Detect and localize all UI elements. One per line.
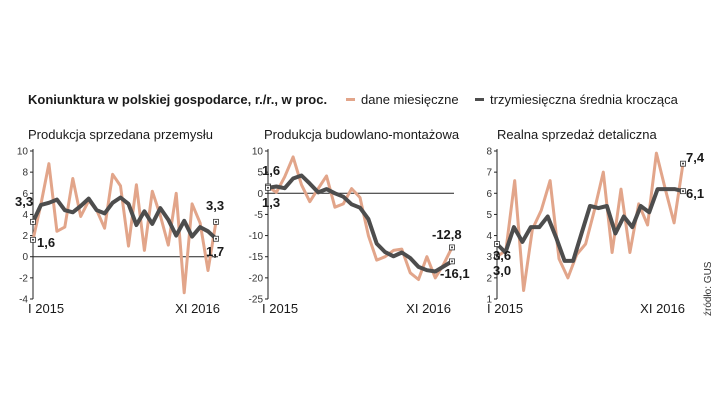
y-tick-label: -4 xyxy=(19,295,28,306)
y-tick-label: 10 xyxy=(252,147,264,158)
y-tick-label: 1 xyxy=(486,295,492,306)
panel-title: Produkcja budowlano-montażowa xyxy=(264,127,460,142)
source-label: źródło: GUS xyxy=(703,261,714,316)
chart-main-title: Koniunktura w polskiej gospodarce, r./r.… xyxy=(28,92,328,107)
y-tick-label: -5 xyxy=(254,210,263,221)
legend-item-monthly: dane miesięczne xyxy=(346,92,459,107)
point-marker-dot xyxy=(215,237,217,240)
y-tick-label: -10 xyxy=(249,231,264,242)
value-annotation: 7,4 xyxy=(686,150,705,165)
panel-title: Produkcja sprzedana przemysłu xyxy=(28,127,213,142)
y-tick-label: 10 xyxy=(17,147,29,158)
series-line-monthly xyxy=(266,155,454,281)
x-start-label: I 2015 xyxy=(262,301,298,316)
y-tick-label: -20 xyxy=(249,273,264,284)
value-annotation: 1,6 xyxy=(37,235,55,250)
y-tick-label: -2 xyxy=(19,273,28,284)
legend-item-moving-average: trzymiesięczna średnia krocząca xyxy=(475,92,678,107)
y-tick-label: 4 xyxy=(486,231,492,242)
y-tick-label: 8 xyxy=(22,168,28,179)
point-marker-dot xyxy=(32,238,34,241)
y-tick-label: -15 xyxy=(249,252,264,263)
point-marker-dot xyxy=(215,220,217,223)
value-annotation: 1,7 xyxy=(206,244,224,259)
y-tick-label: 0 xyxy=(257,189,263,200)
x-end-label: XI 2016 xyxy=(406,301,451,316)
y-tick-label: 6 xyxy=(22,189,28,200)
point-marker-dot xyxy=(682,190,684,193)
series-line-moving-average xyxy=(31,195,218,241)
y-tick-label: 5 xyxy=(257,168,263,179)
x-end-label: XI 2016 xyxy=(175,301,220,316)
legend-label-moving-average: trzymiesięczna średnia krocząca xyxy=(490,92,678,107)
series-line-moving-average xyxy=(266,173,454,274)
y-tick-label: 4 xyxy=(22,210,28,221)
legend-label-monthly: dane miesięczne xyxy=(361,92,459,107)
x-start-label: I 2015 xyxy=(28,301,64,316)
panel-title: Realna sprzedaż detaliczna xyxy=(497,127,657,142)
y-tick-label: -25 xyxy=(249,295,264,306)
point-marker-dot xyxy=(267,186,269,189)
y-tick-label: 5 xyxy=(486,210,492,221)
point-marker-dot xyxy=(496,243,498,246)
series-line-monthly xyxy=(31,162,218,295)
chart-header: Koniunktura w polskiej gospodarce, r./r.… xyxy=(28,92,708,110)
legend-swatch-monthly xyxy=(346,98,355,101)
value-annotation: 1,6 xyxy=(262,163,280,178)
series-line-monthly xyxy=(495,151,685,292)
point-marker-dot xyxy=(32,220,34,223)
value-annotation: 3,3 xyxy=(206,198,224,213)
value-annotation: 6,1 xyxy=(686,186,704,201)
series-line-moving-average xyxy=(495,187,685,263)
y-tick-label: 3 xyxy=(486,252,492,263)
y-tick-label: 0 xyxy=(22,252,28,263)
legend-swatch-moving-average xyxy=(475,98,484,101)
y-tick-label: 6 xyxy=(486,189,492,200)
x-end-label: XI 2016 xyxy=(640,301,685,316)
point-marker-dot xyxy=(496,255,498,258)
y-tick-label: 2 xyxy=(22,231,28,242)
point-marker-dot xyxy=(451,260,453,263)
y-tick-label: 7 xyxy=(486,168,492,179)
value-annotation: 1,3 xyxy=(262,195,280,210)
value-annotation: -16,1 xyxy=(440,266,470,281)
value-annotation: 3,6 xyxy=(493,248,511,263)
value-annotation: 3,3 xyxy=(15,194,33,209)
point-marker-dot xyxy=(451,246,453,249)
x-start-label: I 2015 xyxy=(487,301,523,316)
y-tick-label: 8 xyxy=(486,147,492,158)
value-annotation: 3,0 xyxy=(493,263,511,278)
y-tick-label: 2 xyxy=(486,273,492,284)
value-annotation: -12,8 xyxy=(432,227,462,242)
point-marker-dot xyxy=(682,162,684,165)
